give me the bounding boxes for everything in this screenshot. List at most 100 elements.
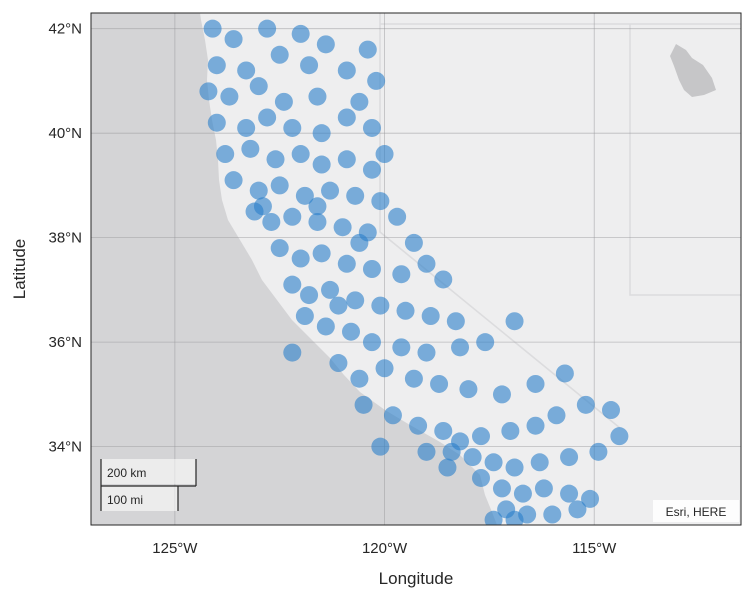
- data-point[interactable]: [501, 421, 520, 440]
- data-point[interactable]: [392, 265, 411, 284]
- data-point[interactable]: [476, 333, 495, 352]
- data-point[interactable]: [329, 296, 348, 315]
- data-point[interactable]: [224, 171, 243, 190]
- data-point[interactable]: [316, 317, 335, 336]
- data-point[interactable]: [266, 150, 285, 169]
- data-point[interactable]: [312, 155, 331, 174]
- data-point[interactable]: [316, 35, 335, 54]
- data-point[interactable]: [224, 30, 243, 49]
- data-point[interactable]: [446, 312, 465, 331]
- data-point[interactable]: [199, 82, 218, 101]
- data-point[interactable]: [434, 421, 453, 440]
- data-point[interactable]: [241, 139, 260, 158]
- data-point[interactable]: [404, 369, 423, 388]
- data-point[interactable]: [371, 296, 390, 315]
- data-point[interactable]: [560, 448, 579, 467]
- data-point[interactable]: [274, 92, 293, 111]
- data-point[interactable]: [253, 197, 272, 216]
- data-point[interactable]: [329, 354, 348, 373]
- data-point[interactable]: [430, 374, 449, 393]
- data-point[interactable]: [484, 453, 503, 472]
- map-axes[interactable]: [91, 13, 741, 529]
- data-point[interactable]: [451, 338, 470, 357]
- data-point[interactable]: [392, 338, 411, 357]
- data-point[interactable]: [610, 427, 629, 446]
- data-point[interactable]: [367, 71, 386, 90]
- data-point[interactable]: [258, 19, 277, 38]
- data-point[interactable]: [602, 401, 620, 420]
- data-point[interactable]: [589, 442, 608, 461]
- data-point[interactable]: [362, 333, 381, 352]
- data-point[interactable]: [249, 77, 268, 96]
- data-point[interactable]: [203, 19, 222, 38]
- data-point[interactable]: [291, 24, 310, 43]
- data-point[interactable]: [404, 233, 423, 252]
- data-point[interactable]: [383, 406, 402, 425]
- data-point[interactable]: [295, 307, 314, 326]
- data-point[interactable]: [300, 286, 319, 305]
- data-point[interactable]: [346, 291, 365, 310]
- data-point[interactable]: [421, 307, 440, 326]
- data-point[interactable]: [207, 113, 226, 132]
- data-point[interactable]: [484, 510, 503, 529]
- data-point[interactable]: [581, 489, 600, 508]
- data-point[interactable]: [505, 510, 524, 529]
- data-point[interactable]: [459, 380, 478, 399]
- data-point[interactable]: [337, 150, 356, 169]
- data-point[interactable]: [216, 145, 235, 164]
- data-point[interactable]: [337, 108, 356, 127]
- data-point[interactable]: [354, 395, 373, 414]
- data-point[interactable]: [346, 186, 365, 205]
- data-point[interactable]: [237, 61, 256, 80]
- data-point[interactable]: [283, 118, 302, 137]
- data-point[interactable]: [308, 212, 327, 231]
- data-point[interactable]: [409, 416, 428, 435]
- data-point[interactable]: [438, 458, 457, 477]
- data-point[interactable]: [576, 395, 595, 414]
- data-point[interactable]: [442, 442, 461, 461]
- data-point[interactable]: [220, 87, 239, 106]
- data-point[interactable]: [526, 416, 545, 435]
- data-point[interactable]: [295, 186, 314, 205]
- data-point[interactable]: [350, 369, 369, 388]
- data-point[interactable]: [375, 359, 394, 378]
- data-point[interactable]: [342, 322, 360, 341]
- data-point[interactable]: [463, 448, 482, 467]
- data-point[interactable]: [337, 61, 356, 80]
- data-point[interactable]: [350, 233, 369, 252]
- data-point[interactable]: [283, 207, 302, 226]
- data-point[interactable]: [543, 505, 562, 524]
- data-point[interactable]: [262, 212, 281, 231]
- data-point[interactable]: [362, 118, 381, 137]
- data-point[interactable]: [568, 500, 587, 519]
- data-point[interactable]: [350, 92, 369, 111]
- data-point[interactable]: [505, 312, 524, 331]
- data-point[interactable]: [362, 160, 381, 179]
- data-point[interactable]: [321, 181, 340, 200]
- data-point[interactable]: [513, 484, 532, 503]
- data-point[interactable]: [312, 124, 331, 143]
- data-point[interactable]: [249, 181, 268, 200]
- data-point[interactable]: [291, 249, 310, 268]
- data-point[interactable]: [371, 192, 390, 211]
- data-point[interactable]: [270, 239, 289, 258]
- data-point[interactable]: [291, 145, 310, 164]
- data-point[interactable]: [547, 406, 566, 425]
- data-point[interactable]: [270, 45, 289, 64]
- data-point[interactable]: [337, 254, 356, 273]
- data-point[interactable]: [472, 427, 490, 446]
- data-point[interactable]: [560, 484, 579, 503]
- data-point[interactable]: [362, 260, 381, 278]
- data-point[interactable]: [555, 364, 574, 383]
- data-point[interactable]: [388, 207, 407, 226]
- data-point[interactable]: [492, 479, 511, 498]
- data-point[interactable]: [530, 453, 549, 472]
- data-point[interactable]: [472, 468, 490, 487]
- data-point[interactable]: [308, 197, 327, 216]
- data-point[interactable]: [417, 254, 436, 273]
- data-point[interactable]: [505, 458, 524, 477]
- data-point[interactable]: [258, 108, 277, 127]
- data-point[interactable]: [300, 56, 319, 75]
- data-point[interactable]: [358, 40, 377, 59]
- data-point[interactable]: [312, 244, 331, 263]
